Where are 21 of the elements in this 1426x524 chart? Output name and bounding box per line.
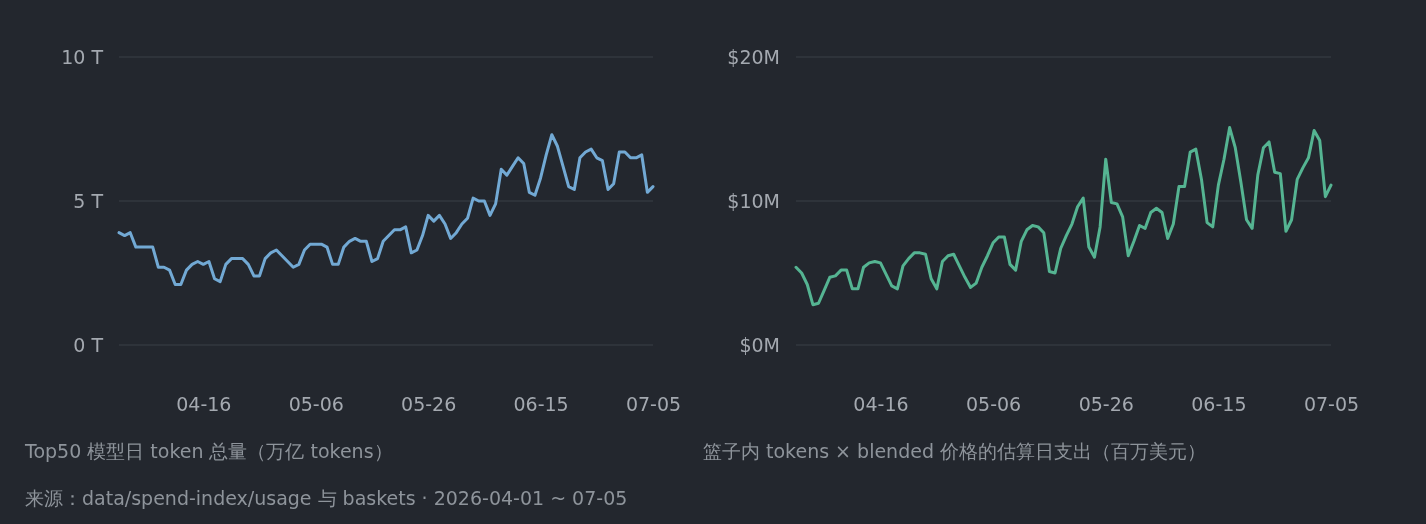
x-tick-label: 05-26	[1078, 392, 1134, 415]
x-tick-label: 06-15	[1191, 392, 1247, 415]
x-tick-label: 05-06	[288, 392, 344, 415]
line-series	[794, 126, 1333, 307]
x-tick-label: 04-16	[853, 392, 909, 415]
line-series	[117, 133, 655, 287]
text: Top50 模型日 token 总量（万亿 tokens）	[24, 440, 393, 462]
y-tick-label: $20M	[727, 45, 780, 68]
y-tick-label: 0 T	[73, 333, 104, 356]
text: 篮子内 tokens × blended 价格的估算日支出（百万美元）	[703, 440, 1206, 462]
x-tick-label: 07-05	[625, 392, 682, 415]
x-tick-label: 05-06	[966, 392, 1022, 415]
source-note: 来源：data/spend-index/usage 与 baskets · 2026-04-01 ~ 07-05	[25, 487, 628, 509]
x-tick-label: 07-05	[1303, 392, 1360, 415]
x-tick-label: 05-26	[401, 392, 457, 415]
y-tick-label: 5 T	[73, 189, 104, 212]
y-tick-label: $0M	[739, 333, 780, 356]
y-tick-label: 10 T	[61, 45, 104, 68]
y-tick-label: $10M	[727, 189, 780, 212]
x-tick-label: 04-16	[176, 392, 232, 415]
x-tick-label: 06-15	[513, 392, 569, 415]
